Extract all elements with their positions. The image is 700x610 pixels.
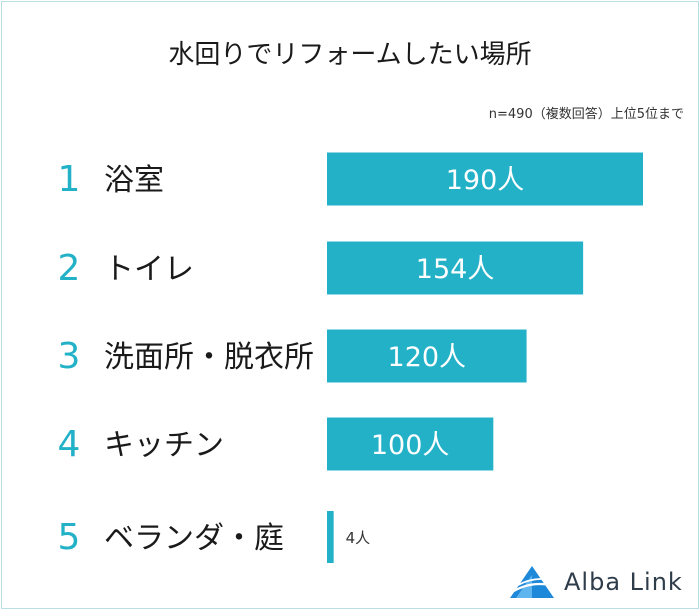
category-label: キッチン	[104, 428, 224, 463]
bar	[327, 241, 584, 295]
category-label: ベランダ・庭	[104, 521, 284, 556]
sample-note: n=490（複数回答）上位5位まで	[488, 107, 684, 122]
bar	[327, 417, 494, 471]
data-label: 100人	[371, 430, 450, 461]
brand-name: Alba Link	[564, 568, 683, 596]
rank-number: 3	[58, 336, 81, 377]
category-label: 浴室	[104, 163, 164, 198]
bar	[327, 329, 527, 383]
rank-number: 2	[58, 248, 81, 289]
category-label: トイレ	[104, 252, 194, 287]
alba-link-logo-icon	[510, 566, 555, 598]
rank-number: 5	[58, 517, 81, 558]
rank-number: 1	[58, 159, 81, 200]
data-label: 154人	[416, 254, 495, 285]
bar	[327, 511, 334, 563]
data-label: 120人	[388, 342, 467, 373]
chart-title: 水回りでリフォームしたい場所	[168, 40, 532, 70]
rank-number: 4	[58, 424, 81, 465]
brand-logo: Alba Link	[506, 562, 696, 600]
category-label: 洗面所・脱衣所	[104, 340, 314, 375]
bar	[327, 152, 643, 206]
data-label: 4人	[346, 529, 371, 547]
data-label: 190人	[446, 165, 525, 196]
